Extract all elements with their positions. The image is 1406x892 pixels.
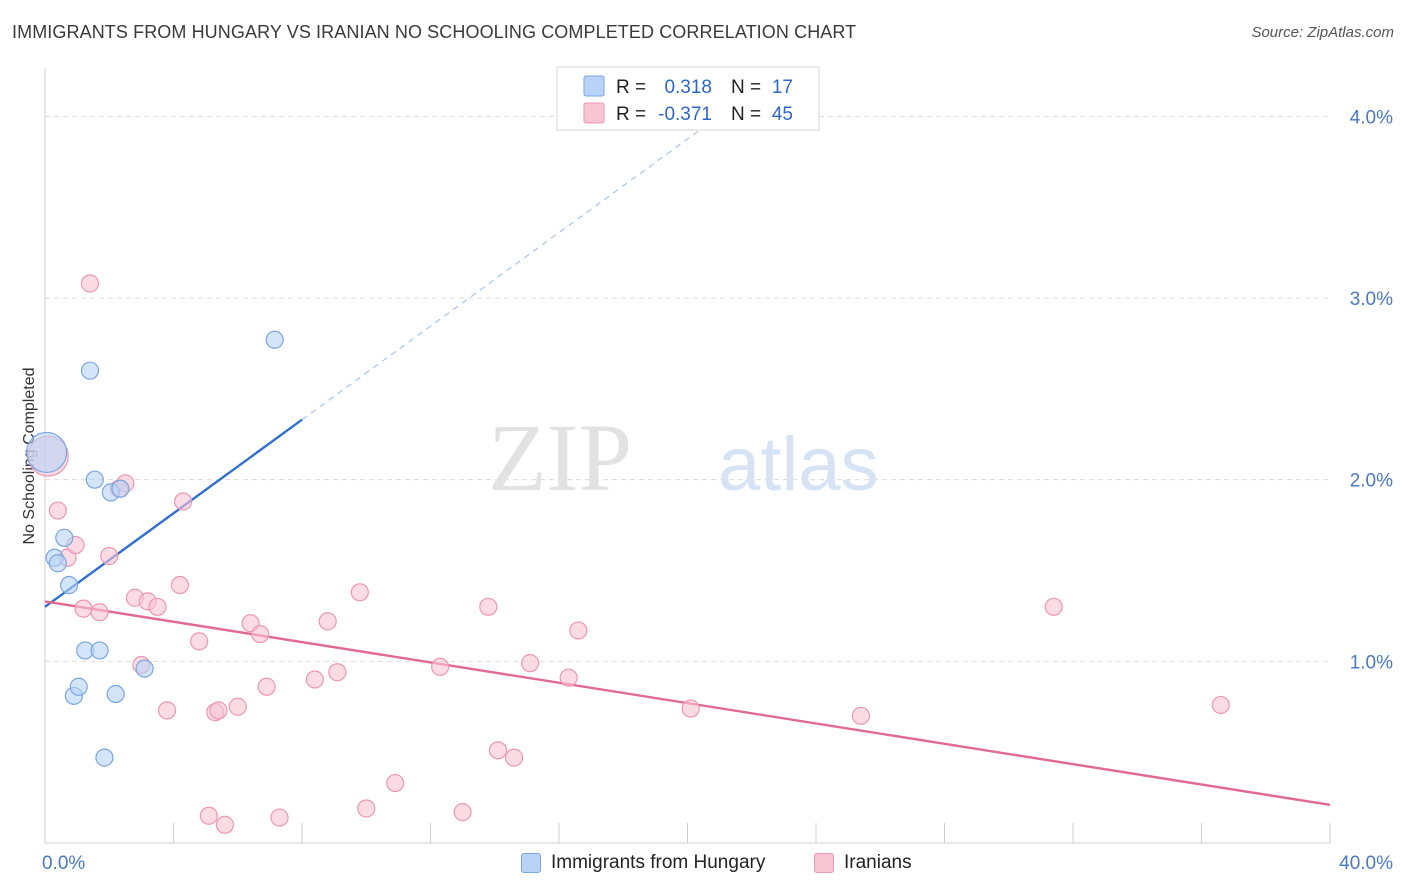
- data-point-iran: [251, 624, 270, 644]
- data-point-iran: [209, 701, 228, 720]
- legend-n-value-iran: 45: [772, 104, 793, 125]
- data-point-hungary: [59, 575, 79, 595]
- data-point-iran: [170, 575, 190, 595]
- legend-swatch-hungary-bottom: [521, 853, 541, 873]
- data-point-hungary: [69, 677, 88, 696]
- data-point-iran: [157, 701, 177, 720]
- data-point-iran: [520, 654, 540, 673]
- data-point-iran: [148, 597, 167, 616]
- legend-r-value-hungary: 0.318: [664, 77, 712, 98]
- trend-line-hungary-extension: [301, 79, 769, 421]
- data-point-hungary: [48, 554, 67, 573]
- legend-r-label-hungary: R =: [616, 77, 646, 98]
- source-credit: Source: ZipAtlas.com: [1251, 24, 1394, 41]
- data-point-iran: [559, 668, 578, 687]
- data-point-iran: [199, 806, 218, 825]
- data-point-iran: [357, 799, 376, 818]
- legend-item-iran: Iranians: [814, 852, 912, 874]
- data-point-iran: [569, 621, 588, 640]
- axes: [44, 68, 1331, 844]
- data-point-iran: [100, 546, 119, 566]
- data-point-iran: [504, 748, 524, 767]
- data-point-hungary: [80, 361, 100, 380]
- data-point-iran: [174, 492, 193, 511]
- legend-label-hungary: Immigrants from Hungary: [551, 852, 766, 873]
- watermark-atlas: atlas: [718, 422, 879, 507]
- data-point-hungary: [26, 431, 68, 474]
- legend-swatch-iran: [583, 102, 605, 124]
- chart-title: IMMIGRANTS FROM HUNGARY VS IRANIAN NO SC…: [12, 22, 857, 42]
- data-point-iran: [305, 670, 324, 689]
- trend-lines: [44, 79, 1331, 807]
- data-point-iran: [479, 597, 498, 616]
- trend-line-hungary: [44, 418, 303, 608]
- data-point-iran: [488, 741, 508, 760]
- data-point-iran: [215, 815, 234, 834]
- data-point-iran: [90, 603, 109, 622]
- data-point-hungary: [106, 684, 125, 704]
- legend-r-label-iran: R =: [616, 104, 646, 125]
- legend-swatch-iran-bottom: [814, 853, 834, 873]
- legend-n-value-hungary: 17: [772, 77, 793, 98]
- legend-n-label-hungary: N =: [731, 77, 761, 98]
- grid-lines: [45, 115, 1330, 662]
- data-point-iran: [350, 583, 369, 602]
- data-point-iran: [190, 632, 209, 651]
- watermark: ZIP atlas: [488, 404, 879, 511]
- x-tick-label: 40.0%: [1339, 853, 1393, 874]
- data-point-iran: [681, 699, 700, 718]
- stats-legend: R = 0.318 N = 17 R = -0.371 N = 45: [556, 66, 820, 131]
- data-point-hungary: [90, 641, 109, 660]
- data-point-iran: [318, 612, 337, 631]
- y-tick-label: 1.0%: [1350, 652, 1393, 673]
- data-point-iran: [228, 697, 247, 716]
- data-point-iran: [1211, 695, 1230, 715]
- legend-item-hungary: Immigrants from Hungary: [521, 852, 765, 874]
- series-legend: Immigrants from Hungary Iranians: [0, 852, 1406, 878]
- y-tick-label: 3.0%: [1350, 289, 1393, 310]
- data-point-hungary: [95, 748, 114, 767]
- data-point-hungary: [55, 528, 74, 547]
- legend-label-iran: Iranians: [844, 852, 912, 873]
- data-point-iran: [386, 773, 405, 793]
- legend-swatch-hungary: [583, 75, 605, 97]
- y-tick-label: 2.0%: [1350, 471, 1393, 492]
- data-point-iran: [80, 274, 100, 293]
- legend-r-value-iran: -0.371: [658, 104, 712, 125]
- legend-n-label-iran: N =: [731, 104, 761, 125]
- data-point-iran: [1044, 597, 1063, 616]
- watermark-zip: ZIP: [488, 404, 632, 511]
- data-point-iran: [851, 706, 871, 725]
- data-point-iran: [453, 803, 472, 822]
- data-point-iran: [257, 677, 276, 696]
- data-point-iran: [48, 501, 67, 520]
- data-point-hungary: [85, 470, 104, 489]
- x-tick-label: 0.0%: [42, 853, 85, 874]
- data-point-hungary: [135, 659, 154, 678]
- axis-ticks: 1.0% 2.0% 3.0% 4.0% 0.0% 40.0%: [42, 107, 1393, 874]
- data-points: [26, 274, 1230, 834]
- data-point-iran: [431, 657, 450, 676]
- data-point-hungary: [111, 479, 130, 498]
- data-point-iran: [328, 663, 347, 682]
- data-point-hungary: [265, 330, 284, 349]
- data-point-iran: [270, 808, 289, 827]
- y-tick-label: 4.0%: [1350, 107, 1393, 128]
- data-point-iran: [74, 599, 93, 618]
